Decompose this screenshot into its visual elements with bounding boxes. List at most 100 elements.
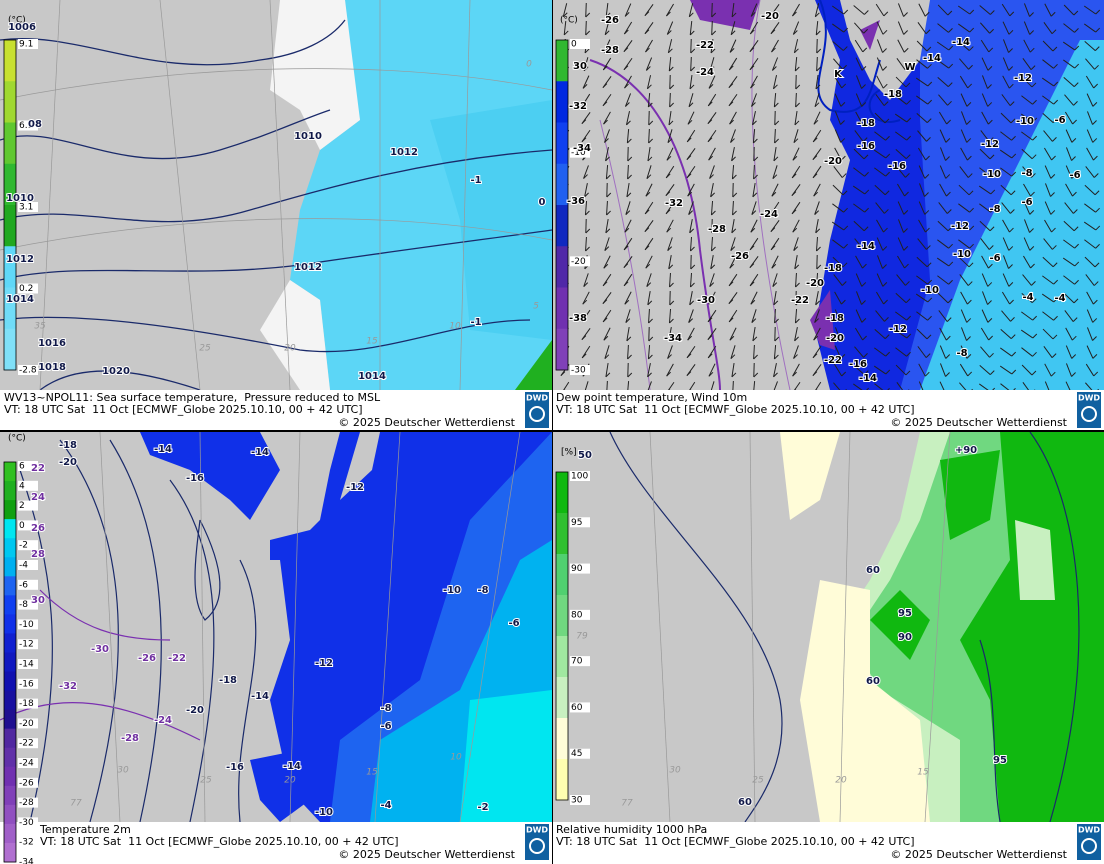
wind-barb [624, 291, 632, 305]
wind-barb [814, 318, 819, 323]
map-label: -18 [824, 263, 842, 274]
map-label: -8 [1021, 168, 1032, 179]
wind-barb [770, 245, 776, 251]
wind-barb [753, 174, 758, 180]
wind-barb [1042, 328, 1054, 340]
wind-barb [937, 220, 949, 232]
wind-barb [749, 21, 759, 35]
wind-barb [989, 352, 994, 358]
wind-barb [967, 299, 972, 305]
colorbar-label: 95 [571, 518, 582, 528]
wind-barb [774, 354, 779, 360]
wind-barb [644, 11, 650, 17]
wind-barb [1092, 120, 1097, 125]
map-label: -12 [315, 658, 333, 669]
map-label: -10 [953, 249, 971, 260]
wind-barb [773, 381, 778, 390]
wind-barb [750, 83, 755, 89]
wind-barb [1008, 282, 1014, 287]
map-label: -1 [470, 175, 481, 186]
wind-barb [843, 207, 848, 213]
wind-barb [906, 351, 911, 357]
map-label: W [904, 62, 915, 73]
colorbar-swatch [4, 823, 16, 844]
map-label: -1 [470, 317, 481, 328]
wind-barb [1008, 246, 1014, 251]
wind-barb [1009, 299, 1014, 305]
map-label: -6 [508, 618, 519, 629]
wind-barb [1001, 3, 1011, 17]
wind-barb [918, 363, 926, 377]
wind-barb [1032, 315, 1038, 321]
wind-barb [1008, 83, 1014, 89]
map-label: 35 [34, 322, 46, 332]
wind-barb [602, 101, 608, 107]
wind-barb [1043, 22, 1053, 34]
wind-barb [728, 281, 734, 287]
colorbar-label-bg [570, 471, 590, 481]
map-label: -18 [59, 440, 77, 451]
wind-barb [915, 77, 929, 87]
wind-barb [1031, 370, 1037, 376]
wind-barb [645, 57, 653, 71]
wind-barb [752, 120, 757, 126]
wind-barb [812, 137, 818, 143]
colorbar-label: -18 [19, 699, 34, 709]
wind-barb [1062, 41, 1076, 51]
wind-barb [794, 48, 799, 54]
wind-barb [709, 174, 714, 179]
wind-barb [895, 76, 907, 88]
wind-barb [946, 191, 951, 197]
map-label: +90 [955, 445, 977, 456]
wind-barb [832, 239, 844, 249]
wind-barb [1074, 243, 1079, 249]
wind-barb [917, 21, 927, 35]
wind-barb [939, 363, 947, 377]
wind-barb [862, 47, 868, 53]
wind-barb [947, 298, 953, 304]
wind-barb [1086, 327, 1094, 341]
wind-barb [958, 184, 970, 196]
colorbar-label-bg [18, 461, 38, 471]
logo-text: DWD [526, 394, 548, 403]
map-label: -6 [380, 721, 391, 732]
map-dewpoint-wind [553, 0, 1104, 390]
wind-barb [842, 64, 847, 70]
wind-barb [689, 219, 693, 233]
wind-barb [749, 263, 755, 269]
colorbar-label: 30 [571, 796, 583, 806]
wind-barb [752, 336, 758, 342]
wind-barb [792, 363, 800, 377]
map-label: 5 [533, 302, 539, 312]
map-label: 1006 [8, 22, 36, 33]
wind-barb [689, 74, 693, 90]
wind-barb [1053, 63, 1058, 69]
wind-barb [1095, 9, 1101, 15]
wind-barb [926, 334, 932, 340]
wind-barb [605, 156, 610, 162]
wind-barb [773, 344, 777, 360]
wind-barb [1072, 119, 1077, 125]
colorbar-swatch [4, 804, 16, 825]
wind-barb [627, 344, 629, 360]
wind-barb [583, 273, 589, 287]
wind-barb [795, 318, 800, 324]
wind-barb [926, 262, 932, 268]
wind-barb [581, 353, 587, 359]
wind-barb [904, 191, 909, 197]
colorbar-label: -6 [19, 580, 28, 590]
wind-barb [689, 228, 695, 234]
wind-barb [816, 264, 822, 270]
wind-barb [773, 156, 779, 162]
wind-barb [967, 173, 973, 178]
wind-barb [843, 243, 848, 249]
wind-barb [605, 372, 611, 378]
wind-barb [690, 282, 695, 288]
wind-barb [707, 101, 713, 107]
wind-barb [903, 228, 908, 233]
wind-barb [753, 354, 758, 360]
wind-barb [918, 183, 926, 197]
wind-barb [1086, 93, 1094, 107]
wind-barb [1092, 336, 1097, 341]
wind-barb [813, 111, 821, 125]
